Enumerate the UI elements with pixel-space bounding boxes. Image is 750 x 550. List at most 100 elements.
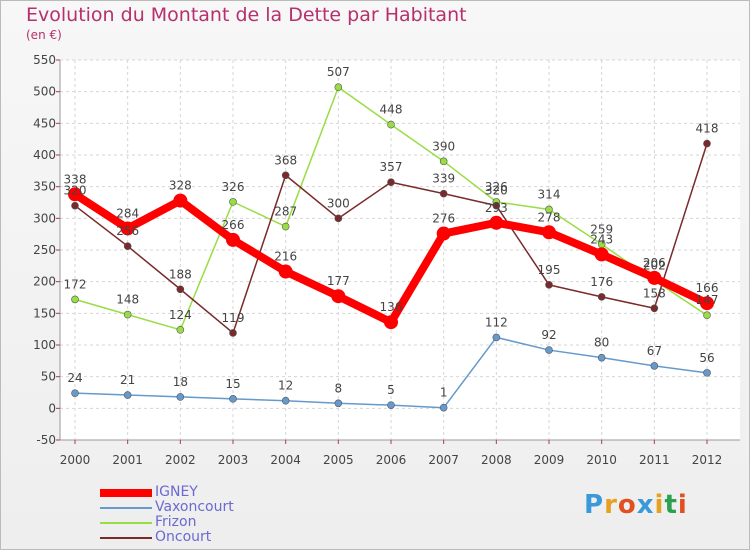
data-label-vaxoncourt: 5 bbox=[387, 383, 395, 397]
data-label-vaxoncourt: 12 bbox=[278, 379, 293, 393]
data-label-oncourt: 300 bbox=[327, 196, 350, 210]
legend-label: Frizon bbox=[155, 514, 197, 530]
data-label-vaxoncourt: 80 bbox=[594, 336, 609, 350]
data-point-igney bbox=[542, 225, 556, 240]
data-point-igney bbox=[489, 215, 504, 230]
data-label-frizon: 287 bbox=[274, 205, 297, 219]
x-tick-label: 2009 bbox=[534, 453, 565, 467]
data-label-vaxoncourt: 92 bbox=[541, 328, 556, 342]
data-label-frizon: 448 bbox=[380, 103, 403, 117]
data-point-frizon bbox=[123, 310, 132, 319]
data-label-igney: 328 bbox=[169, 179, 192, 193]
logo-letter: o bbox=[617, 490, 637, 520]
data-point-igney bbox=[647, 270, 662, 285]
data-label-vaxoncourt: 15 bbox=[225, 377, 240, 391]
data-point-vaxoncourt bbox=[387, 401, 395, 409]
data-label-frizon: 172 bbox=[64, 277, 87, 291]
legend-swatch bbox=[100, 537, 152, 539]
data-point-frizon bbox=[387, 120, 395, 129]
x-tick-label: 2002 bbox=[165, 453, 196, 467]
data-point-oncourt bbox=[650, 304, 659, 313]
legend-label: IGNEY bbox=[155, 484, 198, 500]
data-label-igney: 266 bbox=[222, 218, 245, 232]
data-point-frizon bbox=[281, 222, 290, 231]
data-label-vaxoncourt: 112 bbox=[485, 315, 508, 329]
data-label-oncourt: 368 bbox=[274, 153, 297, 167]
logo-letter: x bbox=[636, 490, 655, 520]
data-point-vaxoncourt bbox=[71, 389, 79, 397]
data-point-oncourt bbox=[176, 285, 185, 294]
data-label-igney: 284 bbox=[116, 206, 139, 220]
data-point-vaxoncourt bbox=[650, 362, 659, 370]
data-label-oncourt: 418 bbox=[696, 122, 719, 136]
data-label-igney: 278 bbox=[538, 210, 561, 224]
x-tick-label: 2000 bbox=[60, 453, 91, 467]
data-point-oncourt bbox=[334, 214, 343, 223]
data-point-vaxoncourt bbox=[334, 399, 343, 408]
data-label-vaxoncourt: 8 bbox=[335, 381, 343, 395]
data-label-igney: 166 bbox=[696, 281, 719, 295]
data-label-igney: 293 bbox=[485, 201, 508, 215]
data-label-frizon: 326 bbox=[222, 180, 245, 194]
data-point-oncourt bbox=[387, 178, 395, 187]
data-label-frizon: 147 bbox=[696, 293, 719, 307]
data-label-igney: 243 bbox=[590, 232, 613, 246]
y-tick-label: 250 bbox=[33, 243, 56, 257]
data-point-oncourt bbox=[439, 189, 448, 198]
data-point-vaxoncourt bbox=[123, 391, 132, 399]
data-point-igney bbox=[384, 315, 398, 330]
y-tick-label: 450 bbox=[33, 116, 56, 130]
data-point-vaxoncourt bbox=[281, 396, 290, 405]
y-tick-label: 500 bbox=[33, 85, 56, 99]
data-point-frizon bbox=[334, 83, 343, 92]
data-label-oncourt: 256 bbox=[116, 224, 139, 238]
data-point-oncourt bbox=[703, 139, 711, 148]
chart-subtitle: (en €) bbox=[26, 28, 62, 42]
data-point-igney bbox=[700, 296, 714, 311]
data-point-vaxoncourt bbox=[492, 333, 501, 342]
y-tick-label: 150 bbox=[33, 306, 56, 320]
data-point-frizon bbox=[71, 295, 79, 304]
data-point-vaxoncourt bbox=[703, 369, 711, 377]
data-point-igney bbox=[68, 187, 82, 202]
data-point-frizon bbox=[439, 157, 448, 166]
x-tick-label: 2004 bbox=[270, 453, 301, 467]
y-tick-label: 100 bbox=[33, 338, 56, 352]
data-point-igney bbox=[436, 226, 451, 241]
logo-letter: P bbox=[584, 490, 605, 520]
legend-label: Oncourt bbox=[155, 529, 212, 545]
y-tick-label: 400 bbox=[33, 148, 56, 162]
data-label-frizon: 124 bbox=[169, 308, 192, 322]
y-tick-label: -50 bbox=[36, 433, 56, 447]
legend-swatch bbox=[100, 522, 152, 524]
data-label-frizon: 507 bbox=[327, 65, 350, 79]
data-label-oncourt: 188 bbox=[169, 267, 192, 281]
data-point-igney bbox=[278, 264, 293, 279]
data-label-igney: 216 bbox=[274, 250, 297, 264]
data-label-frizon: 390 bbox=[432, 139, 455, 153]
logo-letter: t bbox=[664, 490, 678, 520]
data-point-oncourt bbox=[597, 293, 606, 301]
y-tick-label: 0 bbox=[48, 401, 56, 415]
legend-label: Vaxoncourt bbox=[155, 499, 234, 515]
data-label-frizon: 326 bbox=[485, 180, 508, 194]
data-label-oncourt: 195 bbox=[538, 263, 561, 277]
data-label-oncourt: 158 bbox=[643, 286, 666, 300]
data-point-igney bbox=[331, 289, 346, 304]
data-label-vaxoncourt: 24 bbox=[67, 371, 82, 385]
legend-swatch bbox=[100, 489, 152, 497]
data-label-igney: 206 bbox=[643, 256, 666, 270]
data-point-vaxoncourt bbox=[176, 393, 185, 401]
data-point-frizon bbox=[545, 205, 553, 214]
data-point-igney bbox=[120, 221, 135, 236]
y-tick-label: 200 bbox=[33, 275, 56, 289]
data-label-frizon: 314 bbox=[538, 187, 561, 201]
data-label-oncourt: 357 bbox=[380, 160, 403, 174]
data-point-oncourt bbox=[229, 329, 237, 337]
proxiti-logo: Proxiti bbox=[584, 490, 688, 520]
data-point-frizon bbox=[176, 325, 185, 334]
data-label-oncourt: 119 bbox=[222, 311, 245, 325]
data-point-vaxoncourt bbox=[545, 346, 553, 354]
data-point-vaxoncourt bbox=[229, 395, 237, 403]
